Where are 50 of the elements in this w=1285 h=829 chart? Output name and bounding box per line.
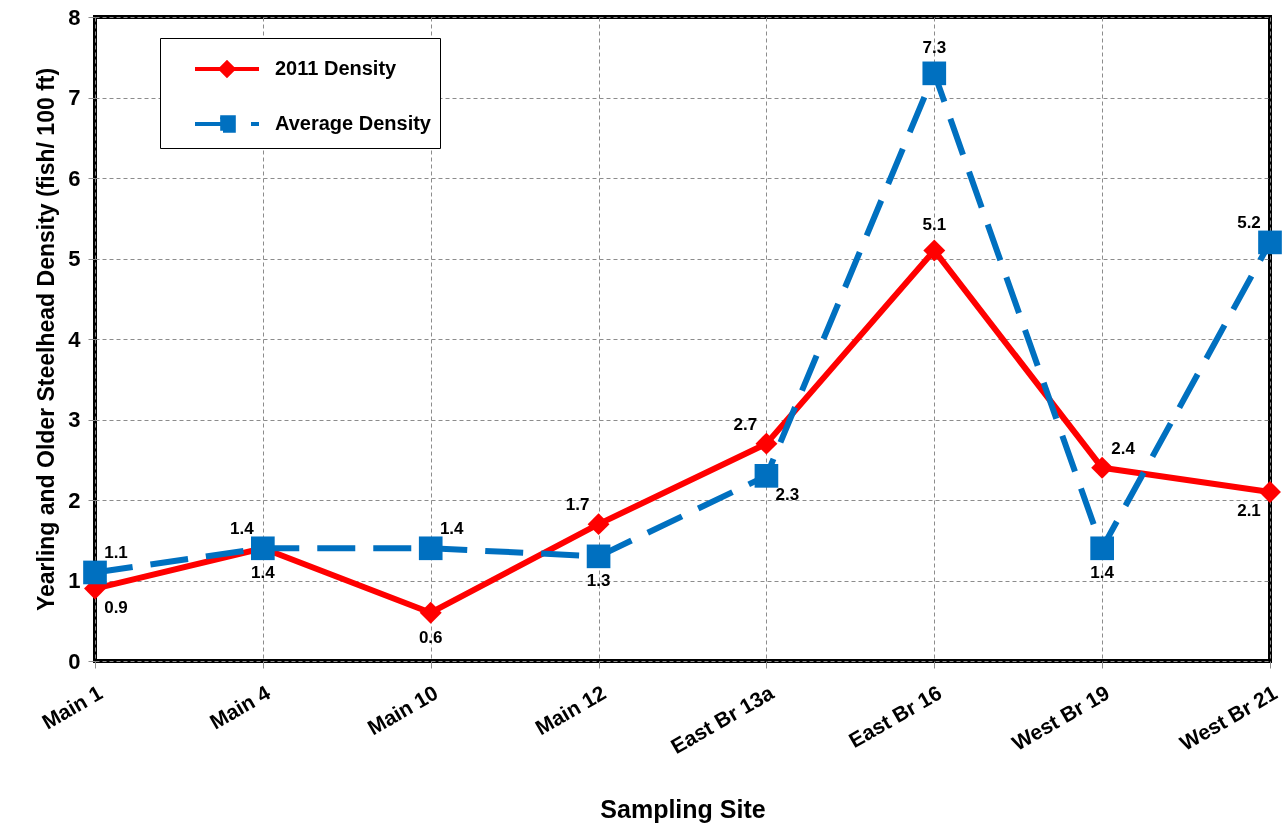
y-axis-title: Yearling and Older Steelhead Density (fish/ 100 ft) bbox=[33, 67, 60, 612]
x-tick-label: Main 10 bbox=[363, 680, 442, 740]
y-tick-label: 2 bbox=[68, 487, 81, 513]
point bbox=[1090, 536, 1114, 561]
y-tick-label: 0 bbox=[68, 648, 81, 674]
point bbox=[587, 513, 610, 536]
point bbox=[419, 601, 442, 624]
y-tick-label: 5 bbox=[68, 246, 81, 271]
point bbox=[923, 239, 946, 262]
data-label: 7.3 bbox=[922, 38, 947, 58]
y-tick-label: 6 bbox=[68, 165, 81, 191]
data-label: 1.1 bbox=[104, 543, 128, 563]
data-label: 1.3 bbox=[586, 571, 611, 591]
point bbox=[418, 536, 443, 561]
x-tick-label: Main 4 bbox=[205, 680, 275, 734]
x-tick-label: East Br 13a bbox=[666, 680, 778, 758]
x-tick-label: Main 12 bbox=[531, 680, 610, 740]
legend-label: Average Density bbox=[275, 112, 432, 134]
data-label: 1.4 bbox=[230, 519, 255, 539]
legend-label: 2011 Density bbox=[275, 57, 398, 79]
data-label: 5.1 bbox=[922, 215, 947, 235]
point bbox=[1259, 481, 1281, 503]
point bbox=[754, 464, 779, 488]
x-tick-label: West Br 21 bbox=[1175, 680, 1282, 755]
y-tick-label: 4 bbox=[68, 326, 82, 352]
y-tick-label: 8 bbox=[68, 4, 81, 30]
x-tick-label: Main 1 bbox=[37, 680, 107, 734]
data-label: 0.6 bbox=[418, 627, 443, 647]
point bbox=[1258, 230, 1282, 255]
point bbox=[755, 432, 778, 455]
point bbox=[922, 61, 947, 86]
x-tick-label: East Br 16 bbox=[844, 680, 946, 753]
data-label: 1.4 bbox=[251, 563, 276, 583]
x-axis-title: Sampling Site bbox=[600, 794, 766, 823]
point bbox=[586, 544, 611, 569]
x-tick-label: West Br 19 bbox=[1007, 680, 1114, 755]
data-label: 0.9 bbox=[104, 597, 128, 617]
y-tick-label: 7 bbox=[68, 85, 81, 110]
data-label: 1.4 bbox=[439, 519, 465, 539]
point bbox=[1091, 456, 1114, 479]
data-label: 2.7 bbox=[733, 414, 758, 434]
data-label: 1.7 bbox=[565, 495, 590, 515]
data-label: 2.4 bbox=[1111, 438, 1136, 458]
data-label: 1.4 bbox=[1090, 563, 1115, 583]
data-label: 5.2 bbox=[1237, 213, 1261, 233]
data-label: 2.3 bbox=[775, 484, 800, 504]
point bbox=[83, 560, 107, 585]
y-tick-label: 3 bbox=[68, 407, 81, 432]
data-label: 2.1 bbox=[1237, 500, 1261, 520]
y-tick-label: 1 bbox=[68, 568, 81, 593]
